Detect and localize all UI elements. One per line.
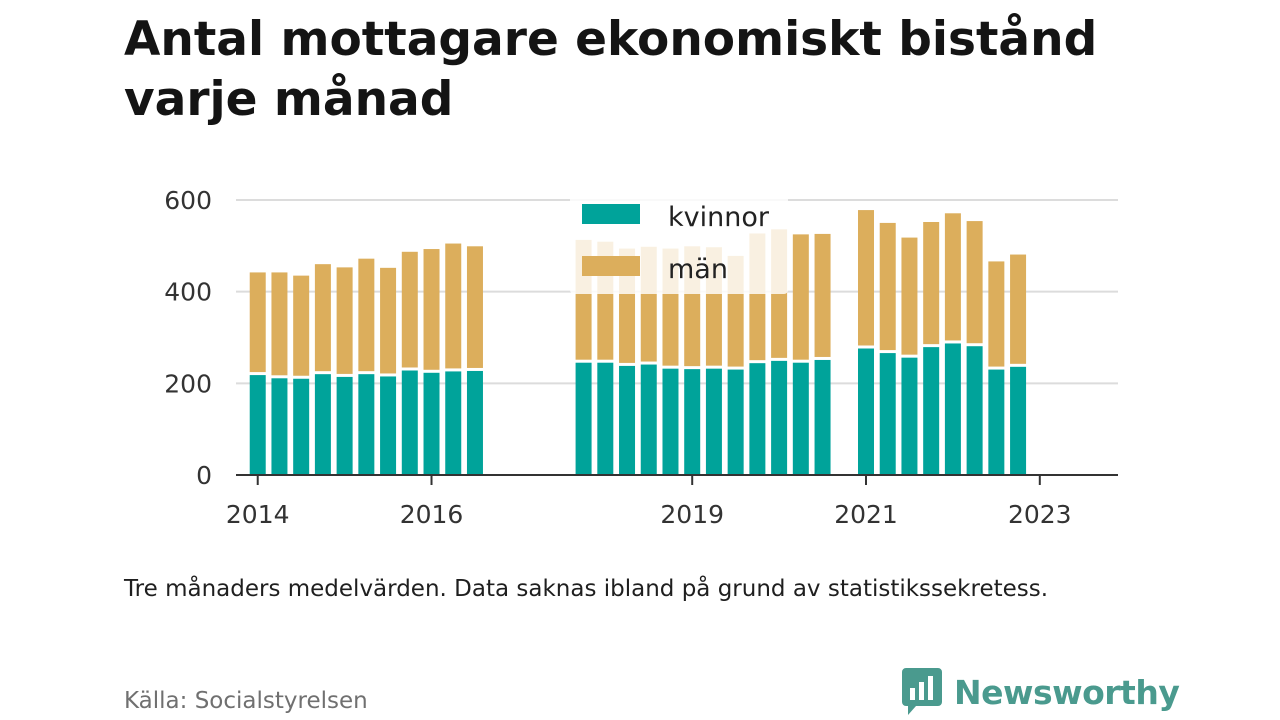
bar-kvinnor <box>336 376 353 475</box>
bar-kvinnor <box>858 348 874 475</box>
bar-man <box>293 275 310 376</box>
bar-man <box>1010 254 1027 364</box>
bar-kvinnor <box>293 378 310 475</box>
y-tick-label: 0 <box>196 461 212 490</box>
bar-kvinnor <box>879 353 896 475</box>
newsworthy-logo-icon <box>902 668 942 715</box>
x-tick-label: 2023 <box>1008 500 1072 529</box>
bar-kvinnor <box>923 347 940 475</box>
bar-kvinnor <box>314 374 331 475</box>
legend-label: kvinnor <box>668 202 770 233</box>
bar-man <box>944 213 961 341</box>
bar-man <box>336 267 353 374</box>
bar-man <box>988 261 1005 367</box>
bar-man <box>314 264 331 372</box>
bar-man <box>380 267 397 374</box>
bar-man <box>792 234 809 360</box>
bar-kvinnor <box>814 359 831 475</box>
bar-kvinnor <box>705 368 722 475</box>
legend: kvinnor män <box>570 194 788 294</box>
legend-swatch <box>582 204 640 224</box>
bar-man <box>358 258 375 372</box>
bar-kvinnor <box>771 360 788 475</box>
bar-kvinnor <box>966 346 983 475</box>
y-tick-label: 400 <box>164 278 212 307</box>
bar-kvinnor <box>1010 366 1027 475</box>
bar-kvinnor <box>445 371 462 475</box>
y-tick-label: 200 <box>164 369 212 398</box>
source-text: Källa: Socialstyrelsen <box>124 688 368 714</box>
bar-man <box>445 243 462 369</box>
bar-kvinnor <box>901 357 918 475</box>
bar-man <box>401 251 418 368</box>
bar-man <box>901 237 918 355</box>
bar-man <box>923 222 940 345</box>
bar-kvinnor <box>423 372 440 475</box>
bar-kvinnor <box>640 364 657 475</box>
bar-kvinnor <box>988 369 1005 475</box>
bar-kvinnor <box>727 369 744 475</box>
bar-kvinnor <box>792 362 809 475</box>
chart-note: Tre månaders medelvärden. Data saknas ib… <box>124 576 1049 602</box>
bar-man <box>423 249 440 370</box>
axes: 0 200 400 600 2014 2016 2019 2021 2023 <box>164 186 1118 529</box>
bar-kvinnor <box>684 369 701 475</box>
y-tick-label: 600 <box>164 186 212 215</box>
bar-kvinnor <box>271 378 288 475</box>
x-tick-label: 2016 <box>400 500 464 529</box>
brand-name: Newsworthy <box>954 672 1180 712</box>
bar-man <box>249 272 266 373</box>
bar-kvinnor <box>249 375 266 475</box>
stacked-bar-chart: 0 200 400 600 2014 2016 2019 2021 2023 kvinnor mä… <box>164 186 1118 529</box>
bar-kvinnor <box>401 370 418 475</box>
bar-kvinnor <box>662 368 679 475</box>
brand-logo: Newsworthy <box>902 668 1180 716</box>
legend-label: män <box>668 254 728 285</box>
legend-swatch <box>582 256 640 276</box>
bar-kvinnor <box>597 362 614 475</box>
bar-kvinnor <box>358 374 375 475</box>
chart-title: Antal mottagare ekonomiskt bistånd varje… <box>124 12 1098 127</box>
bar-kvinnor <box>380 376 397 475</box>
bar-man <box>966 221 983 344</box>
bar-kvinnor <box>944 343 961 475</box>
bar-kvinnor <box>749 363 766 475</box>
x-tick-label: 2019 <box>660 500 724 529</box>
x-tick-label: 2014 <box>226 500 290 529</box>
bar-man <box>858 210 874 346</box>
x-tick-label: 2021 <box>834 500 898 529</box>
bar-man <box>814 233 831 357</box>
bar-kvinnor <box>619 365 636 475</box>
bar-kvinnor <box>575 362 592 475</box>
bar-kvinnor <box>466 370 483 475</box>
bar-man <box>879 222 896 351</box>
bar-man <box>271 272 288 376</box>
bar-man <box>466 246 483 368</box>
